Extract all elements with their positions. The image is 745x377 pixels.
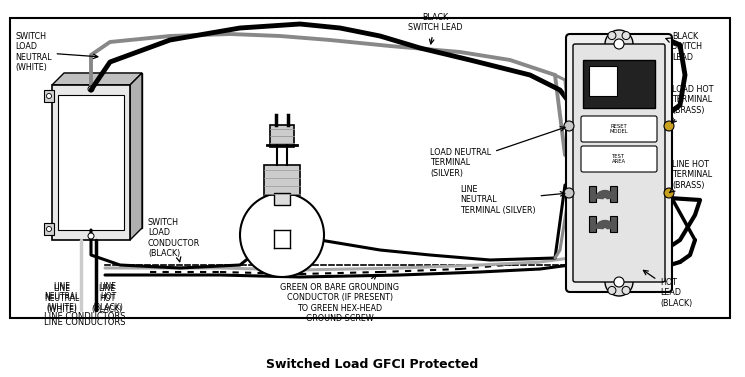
Circle shape	[622, 287, 630, 294]
Circle shape	[608, 287, 616, 294]
Circle shape	[46, 93, 51, 98]
Text: BLACK
SWITCH LEAD: BLACK SWITCH LEAD	[408, 12, 462, 44]
FancyBboxPatch shape	[573, 44, 665, 282]
Text: LINE CONDUCTORS: LINE CONDUCTORS	[44, 312, 126, 321]
Bar	[10, 18, 730, 318]
Text: RESET
MODEL: RESET MODEL	[609, 124, 628, 134]
Text: LINE
NEUTRAL
(WHITE): LINE NEUTRAL (WHITE)	[45, 282, 80, 312]
Circle shape	[664, 188, 674, 198]
Circle shape	[614, 39, 624, 49]
Circle shape	[608, 32, 616, 40]
Text: LINE
HOT
(BLACK): LINE HOT (BLACK)	[92, 282, 124, 312]
Text: Switched Load GFCI Protected: Switched Load GFCI Protected	[267, 359, 478, 371]
Bar	[589, 186, 596, 202]
Text: LINE HOT
TERMINAL
(BRASS): LINE HOT TERMINAL (BRASS)	[670, 160, 712, 193]
Text: LOAD NEUTRAL
TERMINAL
(SILVER): LOAD NEUTRAL TERMINAL (SILVER)	[430, 127, 565, 178]
Circle shape	[240, 193, 324, 277]
Bar	[583, 60, 655, 108]
Bar	[44, 223, 54, 235]
Polygon shape	[52, 73, 142, 85]
FancyBboxPatch shape	[581, 146, 657, 172]
Polygon shape	[130, 73, 142, 240]
Text: LINE
NEUTRAL
TERMINAL (SILVER): LINE NEUTRAL TERMINAL (SILVER)	[460, 185, 565, 215]
Circle shape	[46, 227, 51, 231]
Circle shape	[564, 121, 574, 131]
Bar	[274, 193, 290, 205]
Bar	[610, 216, 617, 232]
Text: LINE
HOT
(BLACK): LINE HOT (BLACK)	[92, 284, 122, 314]
Bar	[44, 90, 54, 102]
Circle shape	[88, 233, 94, 239]
Bar	[610, 186, 617, 202]
Text: GREEN OR BARE GROUNDING
CONDUCTOR (IF PRESENT)
TO GREEN HEX-HEAD
GROUND SCREW: GREEN OR BARE GROUNDING CONDUCTOR (IF PR…	[281, 274, 399, 323]
Circle shape	[622, 32, 630, 40]
Bar	[264, 165, 300, 195]
Text: SWITCH
LOAD
CONDUCTOR
(BLACK): SWITCH LOAD CONDUCTOR (BLACK)	[148, 218, 200, 262]
Bar	[589, 216, 596, 232]
Polygon shape	[64, 73, 142, 228]
Text: LOAD HOT
TERMINAL
(BRASS): LOAD HOT TERMINAL (BRASS)	[672, 85, 714, 123]
Bar	[58, 95, 124, 230]
Bar	[270, 125, 294, 147]
Circle shape	[605, 30, 633, 58]
Text: BLACK
SWITCH
LEAD: BLACK SWITCH LEAD	[666, 32, 703, 62]
Text: LINE CONDUCTORS: LINE CONDUCTORS	[44, 318, 126, 327]
FancyBboxPatch shape	[581, 116, 657, 142]
Text: HOT
LEAD
(BLACK): HOT LEAD (BLACK)	[644, 270, 692, 308]
Bar	[589, 66, 617, 96]
Circle shape	[605, 268, 633, 296]
Text: SWITCH
LOAD
NEUTRAL
(WHITE): SWITCH LOAD NEUTRAL (WHITE)	[15, 32, 98, 72]
Circle shape	[664, 121, 674, 131]
Circle shape	[564, 188, 574, 198]
Circle shape	[614, 277, 624, 287]
Circle shape	[88, 86, 94, 92]
Text: LINE
NEUTRAL
(WHITE): LINE NEUTRAL (WHITE)	[45, 284, 80, 314]
Bar	[52, 85, 130, 240]
Text: TEST
AREA: TEST AREA	[612, 153, 626, 164]
FancyBboxPatch shape	[566, 34, 672, 292]
